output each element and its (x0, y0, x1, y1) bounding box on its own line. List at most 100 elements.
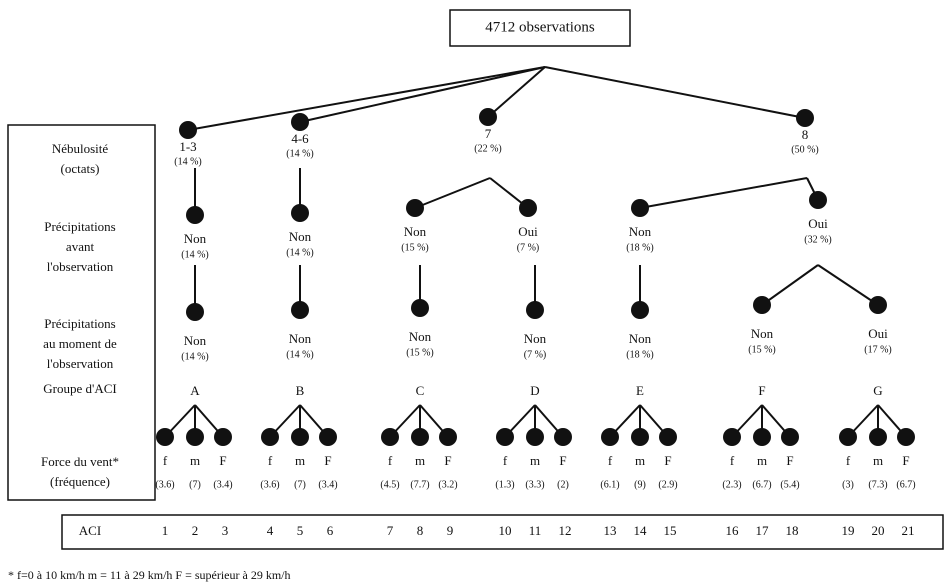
aci-number: 15 (664, 523, 677, 538)
row-label: avant (66, 239, 95, 254)
wind-class: f (846, 453, 851, 468)
group-name: A (190, 383, 200, 398)
wind-class: f (388, 453, 393, 468)
wind-class: F (902, 453, 909, 468)
level2-pct: (18 %) (626, 242, 654, 253)
wind-frequency: (3.2) (438, 479, 457, 490)
node-dot (723, 428, 741, 446)
aci-number: 3 (222, 523, 229, 538)
level3-pct: (14 %) (286, 349, 314, 360)
aci-number: 18 (786, 523, 799, 538)
aci-number: 19 (842, 523, 855, 538)
wind-frequency: (6.1) (600, 479, 619, 490)
level3-pct: (14 %) (181, 351, 209, 362)
node-dot (753, 296, 771, 314)
row-label: Nébulosité (52, 141, 109, 156)
level2-pct: (7 %) (517, 242, 540, 253)
wind-frequency: (3.3) (525, 479, 544, 490)
node-dot (381, 428, 399, 446)
node-dot (796, 109, 814, 127)
aci-number: 7 (387, 523, 394, 538)
level3-label: Non (524, 331, 547, 346)
wind-class: f (163, 453, 168, 468)
aci-box (61, 514, 944, 550)
aci-number: 8 (417, 523, 424, 538)
node-dot (839, 428, 857, 446)
node-dot (869, 296, 887, 314)
node-dot (631, 199, 649, 217)
row-label: l'observation (47, 356, 114, 371)
aci-number: 13 (604, 523, 617, 538)
row-label: Force du vent* (41, 454, 119, 469)
node-dot (186, 428, 204, 446)
wind-frequency: (5.4) (780, 479, 799, 490)
wind-frequency: (3) (842, 479, 854, 490)
wind-frequency: (7.3) (868, 479, 887, 490)
group-name: C (416, 383, 425, 398)
node-dot (809, 191, 827, 209)
wind-class: F (664, 453, 671, 468)
wind-frequency: (7) (294, 479, 306, 490)
node-dot (496, 428, 514, 446)
edge (544, 66, 806, 119)
level1-label: 4-6 (291, 131, 309, 146)
node-dot (554, 428, 572, 446)
wind-class: m (415, 453, 425, 468)
level1-label: 7 (485, 126, 492, 141)
level2-label: Non (629, 224, 652, 239)
wind-class: m (635, 453, 645, 468)
level2-pct: (14 %) (286, 247, 314, 258)
level2-pct: (32 %) (804, 234, 832, 245)
node-dot (753, 428, 771, 446)
level3-label: Non (629, 331, 652, 346)
node-dot (156, 428, 174, 446)
aci-number: 2 (192, 523, 199, 538)
wind-frequency: (4.5) (380, 479, 399, 490)
level1-pct: (14 %) (174, 156, 202, 167)
node-dot (869, 428, 887, 446)
wind-frequency: (6.7) (896, 479, 915, 490)
level3-pct: (7 %) (524, 349, 547, 360)
edge (414, 177, 491, 209)
wind-class: F (559, 453, 566, 468)
wind-class: F (219, 453, 226, 468)
group-name: F (758, 383, 765, 398)
edge (187, 66, 546, 131)
aci-number: 16 (726, 523, 740, 538)
level2-label: Oui (808, 216, 828, 231)
node-dot (526, 301, 544, 319)
level1-pct: (14 %) (286, 148, 314, 159)
aci-number: 6 (327, 523, 334, 538)
level2-label: Non (404, 224, 427, 239)
node-dot (319, 428, 337, 446)
node-dot (781, 428, 799, 446)
row-label: Précipitations (44, 219, 116, 234)
wind-class: f (503, 453, 508, 468)
footnote: * f=0 à 10 km/h m = 11 à 29 km/h F = sup… (8, 568, 291, 582)
aci-number: 4 (267, 523, 274, 538)
group-name: G (873, 383, 882, 398)
node-dot (291, 204, 309, 222)
wind-class: m (873, 453, 883, 468)
row-label: (octats) (61, 161, 100, 176)
node-dot (186, 206, 204, 224)
aci-label: ACI (79, 523, 101, 538)
group-name: E (636, 383, 644, 398)
node-dot (631, 301, 649, 319)
wind-frequency: (3.4) (318, 479, 337, 490)
aci-number: 17 (756, 523, 770, 538)
wind-frequency: (2) (557, 479, 569, 490)
level1-pct: (22 %) (474, 143, 502, 154)
wind-class: m (530, 453, 540, 468)
wind-frequency: (6.7) (752, 479, 771, 490)
level2-label: Non (184, 231, 207, 246)
level3-pct: (17 %) (864, 344, 892, 355)
group-name: D (530, 383, 539, 398)
wind-class: m (190, 453, 200, 468)
edge (761, 264, 819, 306)
node-dot (291, 113, 309, 131)
edge (817, 264, 879, 306)
level3-label: Non (289, 331, 312, 346)
row-label-box (7, 124, 156, 501)
